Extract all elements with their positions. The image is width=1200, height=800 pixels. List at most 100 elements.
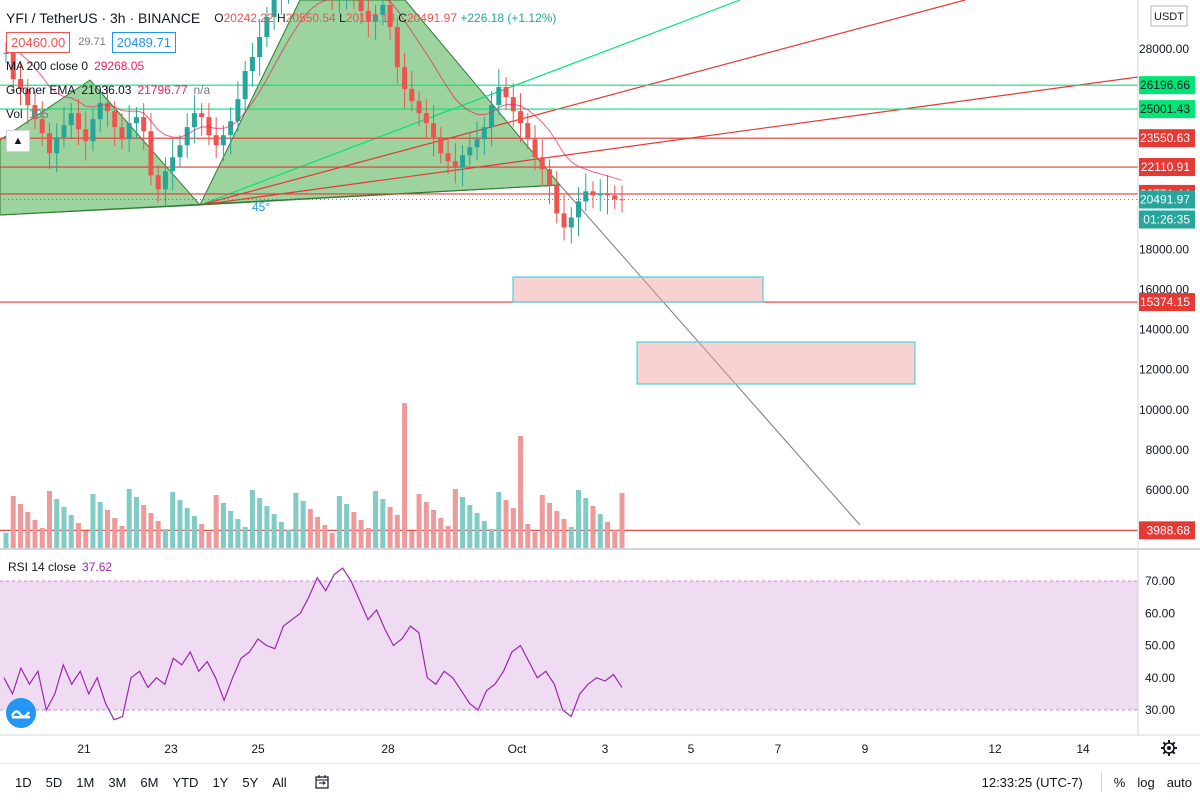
- buy-button[interactable]: 20489.71: [111, 31, 176, 53]
- volume-bar: [322, 525, 328, 548]
- volume-bar: [590, 506, 596, 548]
- timeframe-button-ytd[interactable]: YTD: [172, 774, 199, 790]
- volume-bar: [286, 530, 292, 548]
- volume-bar: [25, 512, 31, 548]
- price-tick-label: 12000.00: [1139, 363, 1189, 377]
- indicator-name: MA 200 close 0: [6, 59, 89, 73]
- currency-badge[interactable]: [1150, 5, 1188, 27]
- candle-body: [17, 79, 23, 90]
- candle-body: [467, 147, 473, 156]
- volume-bar: [467, 505, 473, 548]
- chevron-up-icon[interactable]: ▲: [6, 130, 30, 152]
- time-tick-label: 9: [862, 742, 869, 756]
- candle-body: [112, 111, 118, 128]
- volume-bar: [97, 502, 103, 548]
- volume-bar: [496, 492, 502, 548]
- candle-body: [61, 125, 67, 138]
- ohlc-change: +226.18 (+1.12%): [460, 11, 557, 25]
- volume-bars: [3, 403, 625, 548]
- log-scale-toggle[interactable]: log: [1137, 774, 1155, 790]
- calendar-range-icon[interactable]: [314, 774, 330, 790]
- candle-body: [199, 113, 205, 118]
- volume-bar: [460, 497, 466, 548]
- volume-bar: [126, 489, 132, 548]
- trendline-green[interactable]: [199, 0, 741, 206]
- volume-bar: [148, 513, 154, 548]
- price-label-badge: [1139, 521, 1195, 540]
- candle-body: [191, 113, 197, 128]
- rsi-tick-label: 30.00: [1145, 703, 1175, 717]
- candle-body: [365, 10, 371, 21]
- volume-bar: [17, 504, 23, 548]
- price-tick-label: 10000.00: [1139, 403, 1189, 417]
- volume-bar: [242, 527, 248, 548]
- symbol-title[interactable]: YFI / TetherUS · 3h · BINANCE: [6, 10, 201, 26]
- volume-bar: [351, 512, 357, 548]
- volume-bar: [264, 506, 270, 548]
- candle-body: [206, 117, 212, 136]
- trendline-red-2[interactable]: [199, 76, 1139, 206]
- ohlc-low: 20112.18: [345, 11, 395, 25]
- timeframe-button-1m[interactable]: 1M: [76, 774, 95, 790]
- timeframe-button-3m[interactable]: 3M: [108, 774, 127, 790]
- candle-body: [119, 127, 125, 140]
- candle-body: [213, 135, 219, 146]
- volume-bar: [249, 490, 255, 548]
- percent-scale-toggle[interactable]: %: [1113, 774, 1126, 790]
- candle-body: [39, 119, 45, 134]
- volume-bar: [365, 528, 371, 548]
- candle-body: [481, 127, 487, 140]
- divider: [1100, 772, 1102, 792]
- volume-bar: [39, 528, 45, 548]
- auto-scale-toggle[interactable]: auto: [1166, 774, 1192, 790]
- volume-bar: [416, 494, 422, 548]
- candle-body: [46, 133, 52, 154]
- price-axis[interactable]: 28000.00 18000.00 16000.00 14000.00 12000.00…: [1139, 42, 1195, 540]
- volume-bar: [554, 511, 560, 548]
- trendline-down[interactable]: [559, 184, 861, 526]
- volume-bar: [605, 522, 611, 548]
- candle-body: [220, 135, 226, 146]
- indicator-row-ma[interactable]: MA 200 close 0 29268.05: [6, 54, 556, 78]
- price-tick-label: 14000.00: [1139, 323, 1189, 337]
- price-label-badge: [1139, 190, 1195, 209]
- timeframe-button-all[interactable]: All: [272, 774, 287, 790]
- time-tick-label: 28: [381, 742, 395, 756]
- tradingview-logo-icon[interactable]: [6, 698, 36, 728]
- gear-icon[interactable]: [1161, 740, 1177, 756]
- candle-body: [10, 53, 16, 80]
- price-label-text: 26196.66: [1140, 78, 1190, 92]
- target-box-1[interactable]: [512, 276, 764, 303]
- timeframe-button-5y[interactable]: 5Y: [242, 774, 259, 790]
- candle-body: [561, 213, 567, 228]
- timeframe-button-1y[interactable]: 1Y: [212, 774, 229, 790]
- price-label-badge: [1139, 293, 1195, 312]
- rsi-legend[interactable]: RSI 14 close 37.62: [8, 560, 112, 574]
- timeframe-button-5d[interactable]: 5D: [45, 774, 63, 790]
- rsi-tick-label: 60.00: [1145, 606, 1175, 620]
- spread-value: 29.71: [78, 36, 106, 48]
- volume-bar: [83, 531, 89, 548]
- candle-body: [438, 137, 444, 154]
- volume-bar: [481, 521, 487, 548]
- clock[interactable]: 12:33:25 (UTC-7): [981, 774, 1083, 790]
- rsi-axis[interactable]: 70.00 60.00 50.00 40.00 30.00: [1145, 574, 1175, 717]
- indicator-row-vol[interactable]: Vol 105: [6, 102, 556, 126]
- timeframe-button-6m[interactable]: 6M: [140, 774, 159, 790]
- candle-body: [141, 117, 147, 132]
- candle-body: [576, 201, 582, 218]
- candle-body: [228, 121, 234, 136]
- timeframe-button-1d[interactable]: 1D: [15, 774, 32, 790]
- volume-bar: [344, 504, 350, 548]
- indicator-row-ema[interactable]: Gooner EMA 21036.03 21796.77 n/a: [6, 78, 556, 102]
- price-tick-label: 8000.00: [1146, 443, 1190, 457]
- target-box-2[interactable]: [636, 341, 916, 385]
- volume-bar: [358, 520, 364, 548]
- volume-bar: [561, 519, 567, 548]
- trendline-red-1[interactable]: [199, 0, 966, 206]
- candle-body: [271, 0, 277, 17]
- time-axis[interactable]: 21 23 25 28 Oct 3 5 7 9 12 14: [77, 742, 1090, 756]
- sell-button[interactable]: 20460.00: [6, 31, 71, 53]
